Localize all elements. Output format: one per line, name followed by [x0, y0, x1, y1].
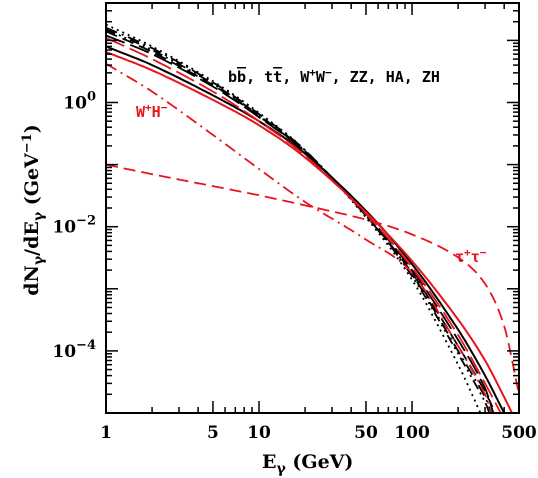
y-tick-labels: 100 10−2 10−4 — [52, 89, 96, 361]
series-curve-5 — [105, 28, 491, 414]
y-axis-title: dNγ/dEγ (GeV−1) — [20, 124, 47, 296]
series-curve-6 — [105, 51, 513, 414]
x-tick-label: 5 — [207, 423, 219, 443]
series-curve-8 — [105, 63, 493, 414]
series-curve-9 — [105, 36, 502, 414]
y-ticks — [106, 2, 519, 414]
series-curve-7 — [105, 163, 520, 395]
x-tick-label: 1 — [100, 423, 112, 443]
plot-frame — [105, 2, 520, 414]
curves-layer — [105, 23, 520, 414]
annotation-tautau: τ+τ− — [455, 246, 487, 266]
x-ticks — [105, 3, 520, 413]
series-curve-2 — [105, 26, 493, 414]
annotation-wh: W+H− — [136, 101, 168, 121]
x-tick-labels: 1 5 10 50 100 500 — [100, 423, 537, 443]
x-tick-label: 50 — [354, 423, 378, 443]
series-curve-1 — [105, 30, 497, 414]
x-tick-label: 10 — [247, 423, 271, 443]
x-tick-label: 500 — [501, 423, 537, 443]
y-tick-label: 10−4 — [52, 338, 96, 362]
y-tick-label: 10−2 — [52, 214, 96, 238]
x-axis-title: Eγ (GeV) — [262, 451, 353, 477]
series-curve-4 — [105, 34, 495, 414]
y-tick-label: 100 — [63, 89, 96, 113]
x-tick-label: 100 — [394, 423, 430, 443]
annotation-black-channels: bb, tt, W+W−, ZZ, HA, ZH — [228, 66, 440, 86]
